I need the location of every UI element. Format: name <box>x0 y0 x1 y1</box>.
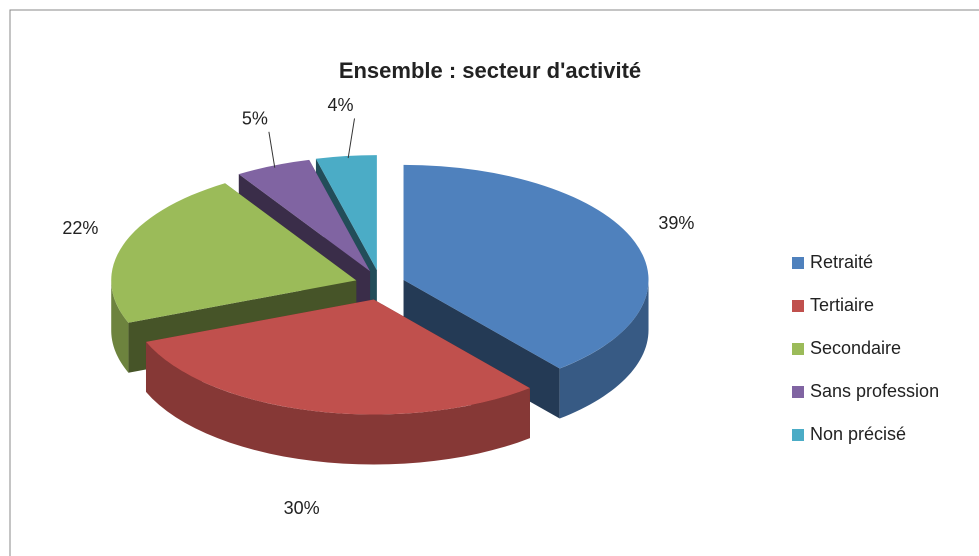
legend-swatch <box>792 257 804 269</box>
data-label: 30% <box>284 498 320 518</box>
legend-label: Sans profession <box>810 381 939 401</box>
slice <box>403 164 649 369</box>
slice <box>145 299 530 415</box>
data-label: 4% <box>328 95 354 115</box>
data-label: 5% <box>242 109 268 129</box>
slice-side <box>111 280 129 373</box>
slice <box>111 183 357 323</box>
slice-side <box>145 341 530 465</box>
legend-label: Retraité <box>810 252 873 272</box>
legend-label: Non précisé <box>810 424 906 444</box>
chart-title: Ensemble : secteur d'activité <box>339 58 641 83</box>
legend-label: Tertiaire <box>810 295 874 315</box>
slice-side <box>559 279 649 419</box>
pie-tops <box>111 155 649 415</box>
data-label: 39% <box>658 213 694 233</box>
legend-swatch <box>792 429 804 441</box>
leader-line <box>268 131 276 168</box>
legend-swatch <box>792 386 804 398</box>
slice <box>238 159 371 272</box>
slice <box>315 155 377 271</box>
legend-swatch <box>792 343 804 355</box>
legend-label: Secondaire <box>810 338 901 358</box>
legend-swatch <box>792 300 804 312</box>
leader-line <box>347 118 356 159</box>
data-label: 22% <box>62 218 98 238</box>
